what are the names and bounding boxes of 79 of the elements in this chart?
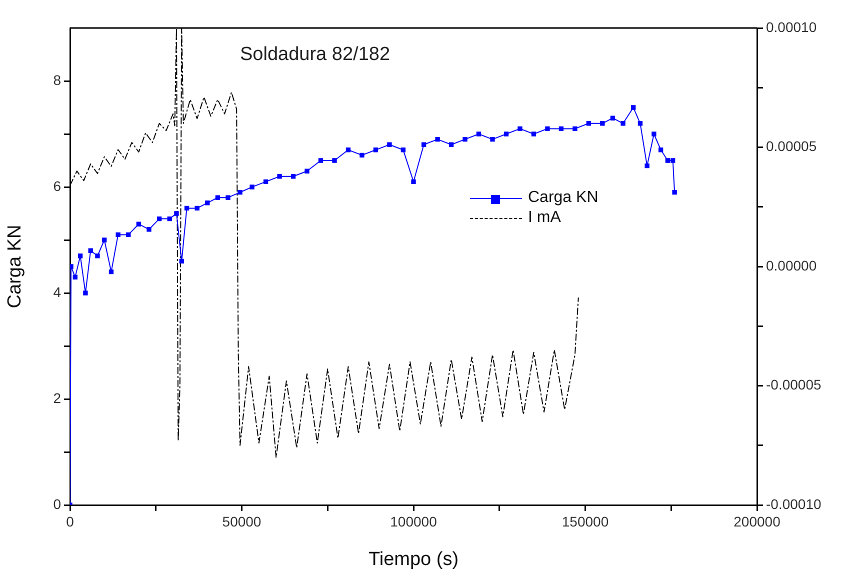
point	[88, 248, 93, 253]
point	[156, 216, 162, 222]
point	[205, 200, 210, 206]
point	[558, 126, 564, 132]
point	[490, 136, 495, 142]
point	[665, 158, 670, 163]
y2-tick-label: -0.00005	[766, 376, 822, 393]
point	[95, 254, 100, 258]
point	[421, 142, 426, 147]
point	[387, 142, 392, 147]
point	[620, 121, 626, 126]
x-tick-label: 100000	[390, 513, 438, 530]
point	[167, 216, 172, 222]
point	[572, 126, 578, 132]
point	[78, 254, 83, 258]
y2-tick-label: 0.00000	[766, 257, 817, 274]
y2-tick-label: 0.00010	[766, 18, 817, 35]
point	[215, 195, 220, 200]
point	[600, 121, 605, 126]
x-tick-label: 200000	[734, 513, 781, 530]
x-axis-title: Tiempo (s)	[368, 548, 459, 570]
point	[346, 148, 351, 152]
point	[504, 132, 509, 136]
point	[644, 163, 650, 168]
point	[658, 148, 664, 152]
point	[411, 179, 416, 184]
point	[136, 222, 142, 226]
point	[531, 132, 536, 136]
point	[126, 232, 131, 238]
point	[226, 195, 230, 200]
point	[435, 136, 440, 142]
y-tick-label: 8	[53, 72, 62, 88]
point	[586, 121, 592, 126]
point	[108, 269, 114, 274]
legend-label: I mA	[528, 209, 561, 227]
y-tick-label: 2	[53, 390, 62, 406]
point	[238, 190, 242, 195]
point	[631, 105, 636, 110]
point	[277, 174, 282, 179]
x-tick-label: 0	[66, 513, 74, 530]
point	[304, 168, 310, 174]
x-tick-label: 50000	[222, 513, 262, 530]
point	[638, 121, 643, 126]
point	[174, 211, 179, 216]
point	[102, 238, 107, 242]
y-axis-title: Carga KN	[4, 224, 26, 308]
legend-label: Carga KN	[528, 189, 598, 207]
y-tick-label: 6	[53, 178, 62, 194]
point	[250, 184, 254, 190]
text: Soldadura 82/182	[240, 44, 390, 66]
point	[652, 132, 656, 136]
y-tick-label: 4	[53, 284, 62, 300]
point	[610, 116, 616, 120]
point	[290, 174, 296, 179]
point	[462, 136, 468, 142]
point	[83, 290, 88, 296]
point	[194, 206, 200, 211]
point	[670, 158, 676, 163]
point	[476, 132, 482, 136]
x-tick-label: 150000	[562, 513, 609, 530]
point	[72, 274, 78, 280]
point	[360, 152, 364, 158]
point	[116, 232, 120, 238]
point	[263, 179, 268, 184]
point	[545, 126, 550, 132]
point	[332, 158, 337, 163]
point	[400, 148, 406, 152]
point	[448, 142, 454, 147]
point	[184, 206, 190, 211]
y2-tick-label: 0.00005	[766, 138, 817, 154]
point	[179, 258, 184, 264]
point	[672, 190, 677, 195]
point	[518, 126, 522, 132]
y2-tick-label: -0.00010	[766, 496, 822, 512]
point	[70, 264, 74, 269]
point	[146, 227, 152, 232]
y-tick-label: 0	[53, 496, 62, 512]
point	[318, 158, 324, 163]
point	[373, 148, 378, 152]
